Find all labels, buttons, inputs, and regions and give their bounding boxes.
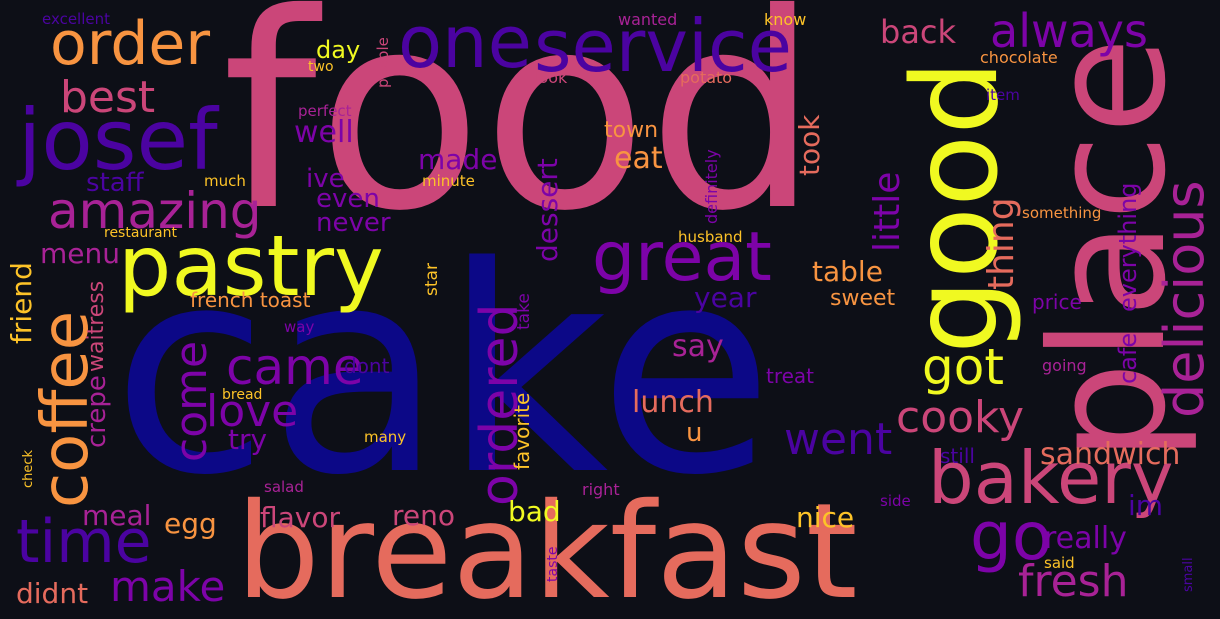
word-french-toast: french toast — [190, 288, 311, 312]
word-order: order — [50, 9, 210, 79]
word-day: day — [316, 36, 361, 64]
word-food: food — [222, 0, 819, 270]
word-always: always — [990, 4, 1148, 58]
word-friend: friend — [5, 262, 38, 344]
word-eat: eat — [614, 141, 663, 176]
word-service: service — [534, 4, 792, 88]
word-never: never — [316, 208, 391, 238]
word-flavor: flavor — [260, 501, 341, 534]
word-two: two — [308, 59, 334, 75]
word-check: check — [21, 449, 36, 488]
word-favorite: favorite — [510, 392, 534, 470]
word-well: well — [294, 115, 354, 150]
word-star: star — [422, 263, 442, 296]
word-didnt: didnt — [16, 577, 89, 610]
word-make: make — [110, 562, 226, 611]
word-lunch: lunch — [632, 385, 714, 420]
word-know: know — [764, 10, 807, 29]
word-went: went — [784, 414, 893, 465]
word-delicious: delicious — [1153, 180, 1216, 418]
word-staff: staff — [86, 168, 144, 198]
word-amazing: amazing — [48, 182, 262, 240]
word-way: way — [284, 318, 315, 336]
word-ive: ive — [306, 164, 345, 194]
word-husband: husband — [678, 228, 743, 246]
word-made: made — [418, 143, 498, 176]
word-say: say — [672, 329, 724, 364]
word-many: many — [364, 428, 407, 446]
word-everything: everything — [1114, 182, 1142, 312]
word-table: table — [812, 255, 883, 288]
word-go: go — [970, 498, 1053, 575]
word-something: something — [1022, 204, 1102, 222]
word-love: love — [206, 386, 299, 437]
word-waitress: waitress — [84, 280, 109, 372]
word-sandwich: sandwich — [1040, 437, 1181, 472]
word-take: take — [514, 293, 534, 330]
word-potato: potato — [680, 68, 733, 87]
word-come: come — [166, 340, 217, 462]
word-really: really — [1044, 521, 1127, 556]
word-crepe: crepe — [82, 375, 112, 448]
word-josef: josef — [18, 91, 218, 189]
word-came: came — [226, 338, 364, 396]
word-look: look — [534, 68, 568, 87]
word-much: much — [204, 172, 246, 190]
word-little: little — [867, 171, 908, 252]
word-small: small — [1181, 557, 1196, 592]
word-still: still — [940, 444, 975, 468]
word-breakfast: breakfast — [236, 475, 858, 619]
word-going: going — [1042, 356, 1087, 375]
word-minute: minute — [422, 172, 475, 190]
word-pastry: pastry — [118, 217, 384, 315]
word-nice: nice — [796, 501, 855, 534]
word-excellent: excellent — [42, 10, 111, 28]
word-town: town — [604, 118, 659, 143]
word-thing: thing — [981, 197, 1022, 290]
word-got: got — [922, 338, 1004, 396]
word-time: time — [16, 507, 152, 577]
word-menu: menu — [40, 237, 120, 270]
word-try: try — [228, 423, 268, 456]
word-egg: egg — [164, 507, 217, 540]
word-price: price — [1032, 290, 1082, 314]
word-meal: meal — [82, 499, 152, 532]
word-fresh: fresh — [1018, 556, 1129, 607]
word-cafe: cafe — [1114, 332, 1142, 384]
word-said: said — [1044, 554, 1075, 572]
word-dessert: dessert — [531, 158, 564, 262]
word-treat: treat — [766, 364, 815, 388]
word-bread: bread — [222, 387, 263, 403]
word-reno: reno — [392, 499, 455, 532]
word-taste: taste — [545, 546, 561, 582]
word-wanted: wanted — [618, 10, 678, 29]
word-even: even — [316, 184, 380, 214]
word-perfect: perfect — [298, 102, 352, 120]
word-restaurant: restaurant — [104, 225, 177, 241]
word-definitely: definitely — [702, 149, 721, 224]
word-salad: salad — [264, 478, 304, 496]
word-right: right — [582, 480, 620, 499]
word-u: u — [686, 418, 703, 448]
word-bad: bad — [508, 495, 561, 528]
word-back: back — [880, 13, 957, 51]
word-sweet: sweet — [830, 286, 896, 311]
word-best: best — [60, 72, 156, 123]
word-dont: dont — [344, 354, 390, 378]
word-great: great — [592, 218, 772, 297]
word-one: one — [398, 0, 532, 84]
word-side: side — [880, 492, 911, 510]
word-cake: cake — [112, 206, 774, 538]
word-im: im — [1128, 489, 1164, 522]
word-took: took — [793, 114, 826, 176]
word-bakery: bakery — [928, 436, 1174, 520]
word-chocolate: chocolate — [980, 48, 1058, 67]
word-item: item — [986, 86, 1020, 104]
word-year: year — [694, 281, 757, 314]
word-people: people — [374, 37, 392, 88]
word-cooky: cooky — [896, 392, 1024, 443]
